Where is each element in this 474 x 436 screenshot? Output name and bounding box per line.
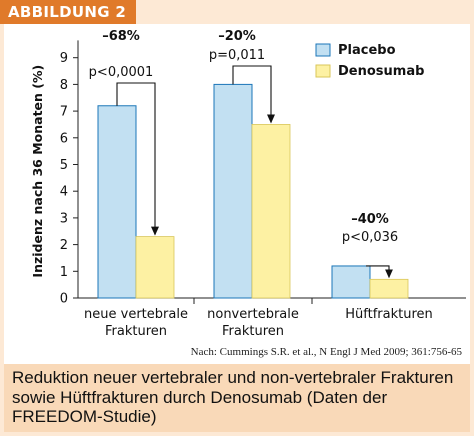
y-tick-label: 5 [60,158,68,173]
reduction-percent-label: –20% [218,29,256,44]
y-tick-label: 2 [60,238,68,253]
y-tick-label: 7 [60,105,68,120]
bar-denosumab [251,124,291,299]
x-category-label: Frakturen [222,324,284,339]
x-category-label: Hüftfrakturen [345,307,433,322]
p-value-label: p<0,0001 [89,65,154,80]
y-tick-label: 9 [60,51,68,66]
bar-placebo [97,105,137,299]
bar-chart: 0 1 2 3 4 5 6 7 8 9 Inzidenz nach 36 Monaten (%) ne… [30,29,466,339]
reduction-percent-label: –40% [351,212,389,227]
y-tick-label: 4 [60,185,68,200]
figure-caption: Reduktion neuer vertebraler und non-vert… [12,368,454,426]
bar-placebo [331,265,371,299]
p-value-label: p=0,011 [209,48,265,63]
reduction-arrow [232,65,275,124]
y-axis-label: Inzidenz nach 36 Monaten (%) [30,65,45,278]
legend-label-denosumab: Denosumab [338,64,424,79]
chart-panel: 0 1 2 3 4 5 6 7 8 9 Inzidenz nach 36 Monaten (%) ne… [4,24,470,364]
reduction-percent-label: –68% [102,29,140,44]
legend-swatch-denosumab [315,64,331,78]
x-category-label: nonvertebrale [207,307,299,322]
bar-denosumab [135,236,175,299]
bar-placebo [213,83,253,299]
reduction-arrow [366,265,393,279]
y-tick-label: 1 [60,265,68,280]
legend-swatch-placebo [315,43,331,57]
y-tick-label: 0 [60,292,68,307]
bar-denosumab [369,278,409,299]
caption-panel: Reduktion neuer vertebraler und non-vert… [4,364,470,432]
legend-label-placebo: Placebo [338,43,396,58]
source-citation: Nach: Cummings S.R. et al., N Engl J Med… [190,346,462,358]
y-tick-label: 3 [60,211,68,226]
y-tick-label: 6 [60,131,68,146]
p-value-label: p<0,036 [342,230,398,245]
x-category-label: neue vertebrale [84,307,188,322]
y-tick-label: 8 [60,78,68,93]
figure-badge: ABBILDUNG 2 [0,0,137,24]
x-category-label: Frakturen [105,324,167,339]
reduction-arrow [116,82,159,236]
